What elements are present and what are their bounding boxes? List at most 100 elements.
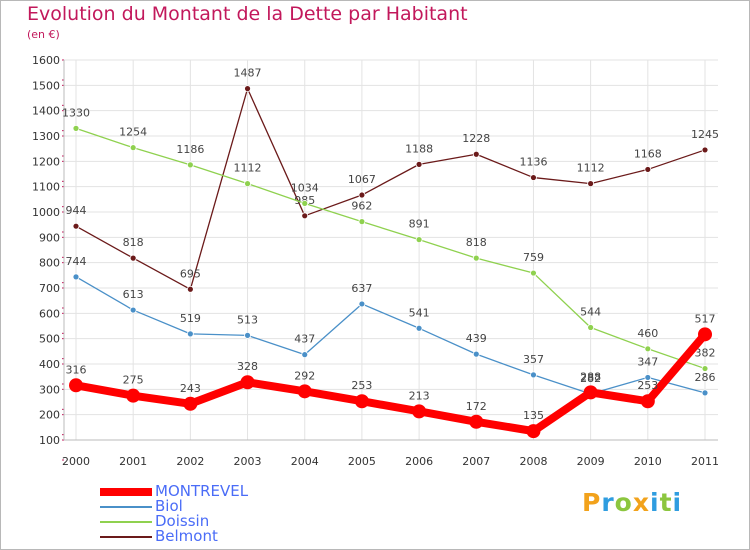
data-point-belmont	[644, 166, 652, 173]
legend-label: MONTREVEL	[155, 482, 249, 500]
y-tick-label: 1600	[32, 54, 60, 67]
chart-title: Evolution du Montant de la Dette par Hab…	[27, 3, 468, 25]
data-label-doissin: 1186	[176, 143, 204, 156]
data-point-montrevel	[297, 384, 312, 399]
data-point-biol	[472, 350, 480, 358]
x-tick-label: 2008	[519, 455, 547, 468]
data-label-biol: 282	[580, 372, 601, 385]
data-point-belmont	[244, 85, 251, 93]
data-label-doissin: 460	[637, 327, 658, 340]
data-point-montrevel	[640, 394, 655, 409]
data-point-montrevel	[583, 385, 598, 400]
data-point-montrevel	[240, 375, 255, 390]
data-point-belmont	[415, 160, 423, 168]
data-label-biol: 637	[351, 282, 372, 295]
data-label-doissin: 1330	[62, 106, 90, 119]
data-label-montrevel: 172	[466, 400, 487, 413]
data-label-belmont: 1188	[405, 142, 433, 155]
data-label-belmont: 818	[123, 236, 144, 249]
x-tick-label: 2011	[691, 455, 719, 468]
data-label-biol: 744	[66, 255, 87, 268]
data-label-belmont: 1168	[634, 147, 662, 160]
data-point-belmont	[701, 146, 709, 154]
data-point-montrevel	[526, 424, 541, 439]
x-tick-label: 2003	[234, 455, 262, 468]
data-point-biol	[72, 273, 80, 281]
data-point-doissin	[644, 345, 652, 353]
data-point-biol	[186, 330, 194, 338]
proxiti-logo: Proxiti	[582, 488, 683, 517]
data-point-montrevel	[183, 396, 198, 411]
data-label-biol: 347	[637, 355, 658, 368]
data-label-doissin: 1112	[234, 162, 262, 175]
data-label-biol: 439	[466, 332, 487, 345]
data-point-biol	[530, 371, 537, 379]
data-point-doissin	[358, 218, 366, 226]
data-label-biol: 437	[294, 333, 315, 346]
x-tick-label: 2001	[119, 455, 147, 468]
legend-item: Biol	[100, 499, 248, 514]
data-point-doissin	[186, 161, 194, 169]
y-tick-label: 1100	[32, 181, 60, 194]
legend-item: Doissin	[100, 514, 248, 529]
legend-label: Belmont	[155, 527, 218, 545]
y-tick-label: 1400	[32, 105, 60, 118]
data-point-montrevel	[69, 378, 83, 393]
plot-area	[64, 60, 718, 440]
data-point-biol	[358, 300, 366, 308]
y-tick-label: 600	[39, 307, 60, 320]
data-label-montrevel: 243	[180, 382, 201, 395]
data-label-montrevel: 316	[66, 363, 87, 376]
data-point-biol	[644, 374, 652, 381]
data-label-biol: 519	[180, 312, 201, 325]
data-point-doissin	[244, 180, 251, 188]
legend-swatch	[100, 505, 152, 508]
data-label-belmont: 695	[180, 267, 201, 280]
data-point-biol	[415, 324, 423, 332]
chart-unit: (en €)	[27, 28, 60, 41]
data-label-montrevel: 253	[637, 379, 658, 392]
y-tick-label: 1000	[32, 206, 60, 219]
data-point-doissin	[587, 324, 595, 331]
legend-swatch	[100, 520, 152, 523]
data-point-doissin	[530, 269, 537, 277]
y-tick-label: 200	[39, 409, 60, 422]
data-label-belmont: 1067	[348, 173, 376, 186]
series-line-montrevel	[75, 331, 709, 436]
data-point-montrevel	[412, 404, 427, 419]
y-tick-label: 100	[39, 434, 60, 447]
data-label-biol: 541	[409, 306, 430, 319]
data-point-montrevel	[126, 388, 141, 403]
x-tick-label: 2007	[462, 455, 490, 468]
data-point-doissin	[72, 124, 80, 132]
x-tick-label: 2009	[577, 455, 605, 468]
data-point-belmont	[301, 212, 309, 220]
data-point-montrevel	[354, 394, 369, 409]
data-label-doissin: 1254	[119, 126, 147, 139]
y-tick-label: 800	[39, 257, 60, 270]
data-label-doissin: 759	[523, 251, 544, 264]
data-label-doissin: 962	[351, 200, 372, 213]
data-label-montrevel: 135	[523, 409, 544, 422]
chart-legend: MONTREVEL Biol Doissin Belmont	[100, 484, 248, 544]
data-point-doissin	[701, 365, 709, 372]
data-label-montrevel: 275	[123, 374, 144, 387]
data-label-belmont: 1136	[519, 156, 547, 169]
data-point-biol	[301, 351, 309, 359]
data-point-biol	[701, 389, 709, 397]
data-point-biol	[244, 331, 251, 339]
y-tick-label: 1500	[32, 79, 60, 92]
data-label-biol: 613	[123, 288, 144, 301]
data-label-biol: 357	[523, 353, 544, 366]
data-label-biol: 286	[695, 371, 716, 384]
legend-item: MONTREVEL	[100, 484, 248, 499]
x-tick-label: 2005	[348, 455, 376, 468]
y-tick-label: 500	[39, 333, 60, 346]
data-label-doissin: 544	[580, 306, 601, 319]
series-line-belmont	[75, 87, 706, 290]
legend-swatch	[100, 487, 152, 496]
data-point-belmont	[72, 222, 80, 230]
data-point-doissin	[129, 144, 137, 152]
data-label-montrevel: 213	[409, 389, 430, 402]
